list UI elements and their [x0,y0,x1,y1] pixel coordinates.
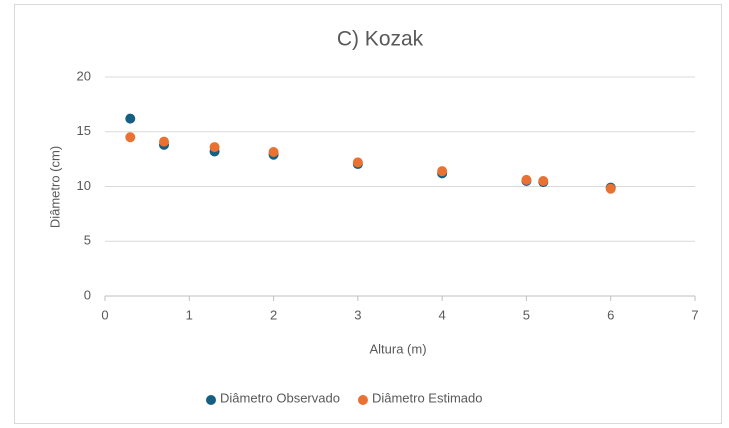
point [437,166,448,177]
y-tick-label: 15 [77,123,91,138]
point [125,113,136,124]
y-axis-label: Diâmetro (cm) [47,146,62,228]
point [521,174,532,185]
legend-marker [357,395,368,405]
point [538,176,549,187]
x-tick-label: 4 [439,307,446,322]
x-tick-label: 2 [270,307,277,322]
legend-marker [206,395,216,405]
point [268,147,279,158]
point [352,157,363,168]
point [159,136,169,147]
y-tick-label: 10 [77,178,91,193]
x-tick-label: 3 [354,307,361,322]
point [605,183,616,194]
y-tick-label: 5 [84,233,91,248]
x-tick-label: 1 [186,307,193,322]
x-tick-label: 0 [101,307,108,322]
x-tick-label: 7 [691,307,698,322]
x-tick-label: 5 [523,307,530,322]
point [125,132,136,143]
legend-label: Diâmetro Observado [220,390,340,405]
y-tick-label: 20 [77,68,91,83]
legend-label: Diâmetro Estimado [372,390,483,405]
chart-title: C) Kozak [337,28,424,51]
x-tick-label: 6 [607,307,614,322]
y-tick-label: 0 [84,287,91,302]
chart-frame [14,4,722,424]
x-axis-label: Altura (m) [369,341,426,356]
point [209,142,220,153]
